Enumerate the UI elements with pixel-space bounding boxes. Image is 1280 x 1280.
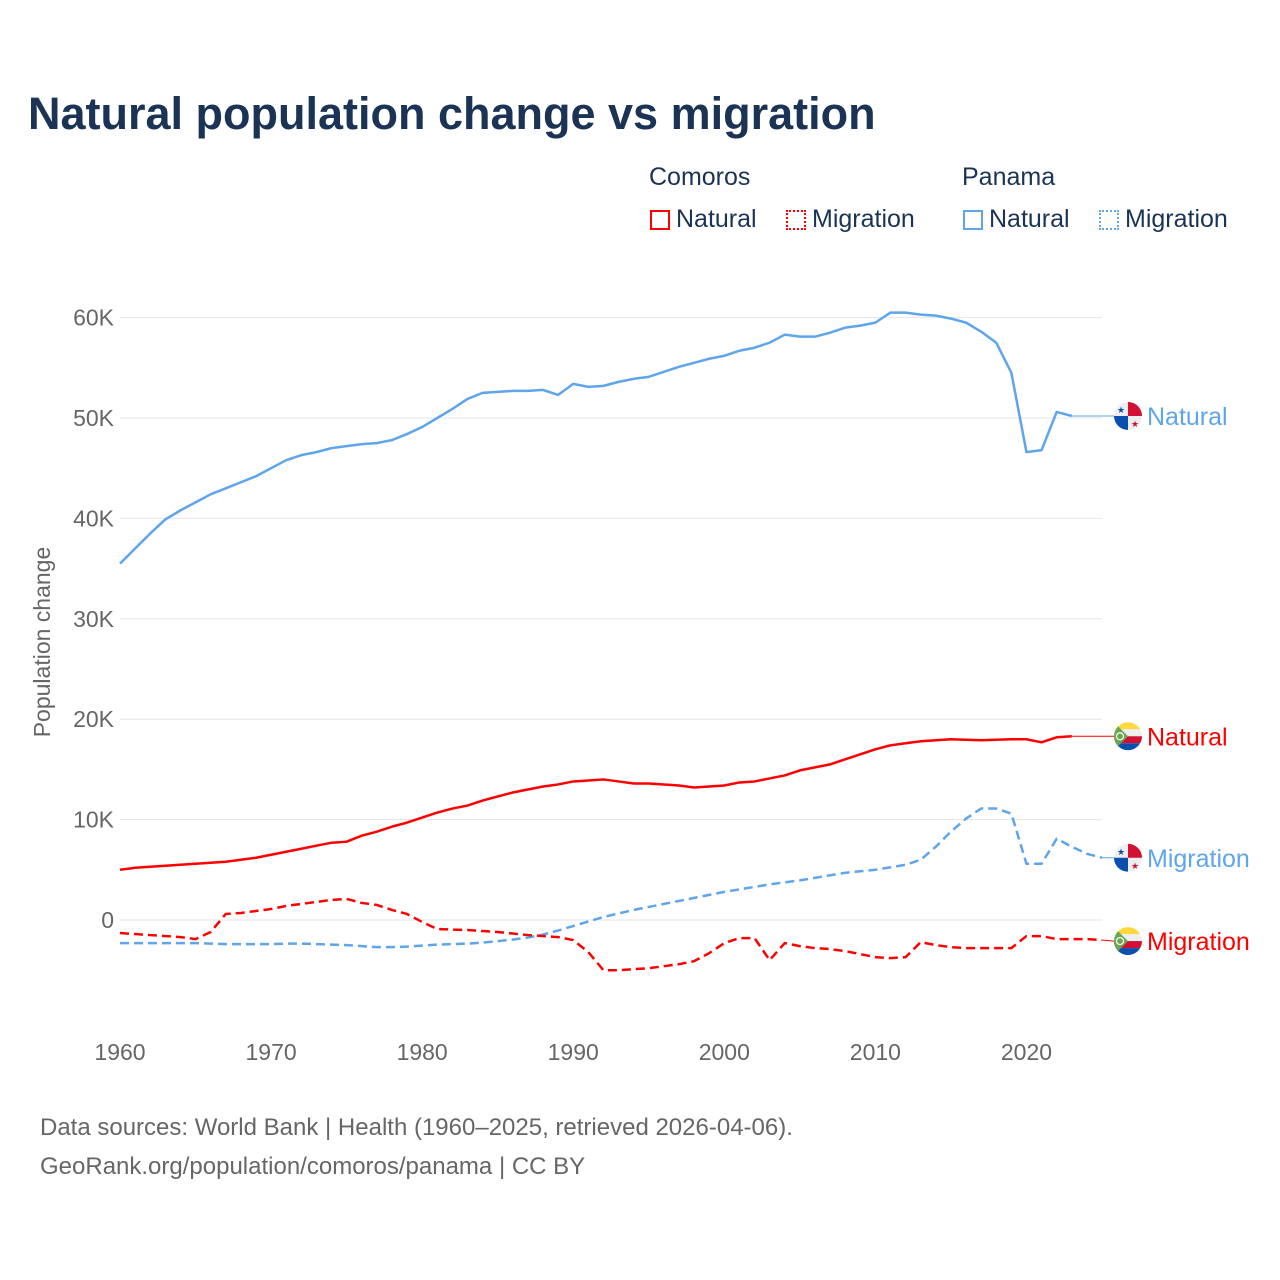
- legend-comoros-migration[interactable]: Migration: [786, 205, 915, 234]
- source-note: Data sources: World Bank | Health (1960–…: [40, 1108, 793, 1186]
- legend-label: Natural: [989, 205, 1070, 233]
- label-connector: [1101, 939, 1115, 942]
- svg-text:★: ★: [1117, 847, 1125, 857]
- comoros-migration-end-label: Migration: [1147, 928, 1250, 956]
- svg-text:★: ★: [1117, 405, 1125, 415]
- legend-swatch-solid: [650, 209, 670, 230]
- y-tick-label: 30K: [73, 606, 115, 632]
- legend-group-comoros: Comoros: [649, 163, 751, 191]
- y-tick-label: 50K: [73, 405, 115, 431]
- source-link[interactable]: GeoRank.org/population/comoros/panama | …: [40, 1153, 586, 1180]
- legend-label: Natural: [676, 205, 757, 233]
- legend-label: Migration: [1125, 205, 1228, 233]
- y-tick-label: 10K: [73, 807, 115, 833]
- x-tick-label: 2020: [1001, 1039, 1052, 1065]
- y-tick-label: 40K: [73, 505, 115, 531]
- legend-swatch-dotted: [1099, 209, 1119, 230]
- panama-migration-end-label: Migration: [1147, 845, 1250, 873]
- x-tick-label: 2000: [699, 1039, 750, 1065]
- source-line: Data sources: World Bank | Health (1960–…: [40, 1114, 793, 1141]
- y-tick-label: 20K: [73, 706, 115, 732]
- comoros-migration-line: [119, 897, 1103, 972]
- panama-migration-line: [120, 807, 1103, 949]
- legend-swatch-dotted: [786, 209, 806, 230]
- x-tick-label: 1990: [548, 1039, 599, 1065]
- y-tick-label: 60K: [73, 305, 115, 331]
- comoros-flag-icon: [1114, 722, 1142, 751]
- x-tick-label: 2010: [850, 1039, 901, 1065]
- x-tick-label: 1980: [397, 1039, 448, 1065]
- y-axis-label: Population change: [29, 547, 55, 738]
- panama-natural-line: [119, 311, 1073, 565]
- svg-text:★: ★: [1131, 861, 1139, 871]
- legend-comoros-natural[interactable]: Natural: [650, 205, 757, 234]
- panama-natural-end-label: Natural: [1147, 403, 1228, 431]
- comoros-natural-end-label: Natural: [1147, 723, 1228, 751]
- svg-text:★: ★: [1131, 419, 1139, 429]
- legend-group-panama: Panama: [962, 163, 1056, 191]
- legend-swatch-solid: [963, 209, 983, 230]
- legend-label: Migration: [812, 205, 915, 233]
- comoros-natural-line: [119, 735, 1072, 872]
- chart-title: Natural population change vs migration: [28, 88, 876, 139]
- comoros-flag-icon: [1114, 927, 1142, 956]
- panama-flag-icon: ★★: [1114, 401, 1142, 430]
- y-tick-label: 0: [101, 907, 114, 933]
- legend-panama-natural[interactable]: Natural: [963, 205, 1070, 234]
- legend-panama-migration[interactable]: Migration: [1099, 205, 1228, 234]
- panama-flag-icon: ★★: [1114, 843, 1142, 872]
- x-tick-label: 1970: [245, 1039, 296, 1065]
- x-tick-label: 1960: [94, 1039, 145, 1065]
